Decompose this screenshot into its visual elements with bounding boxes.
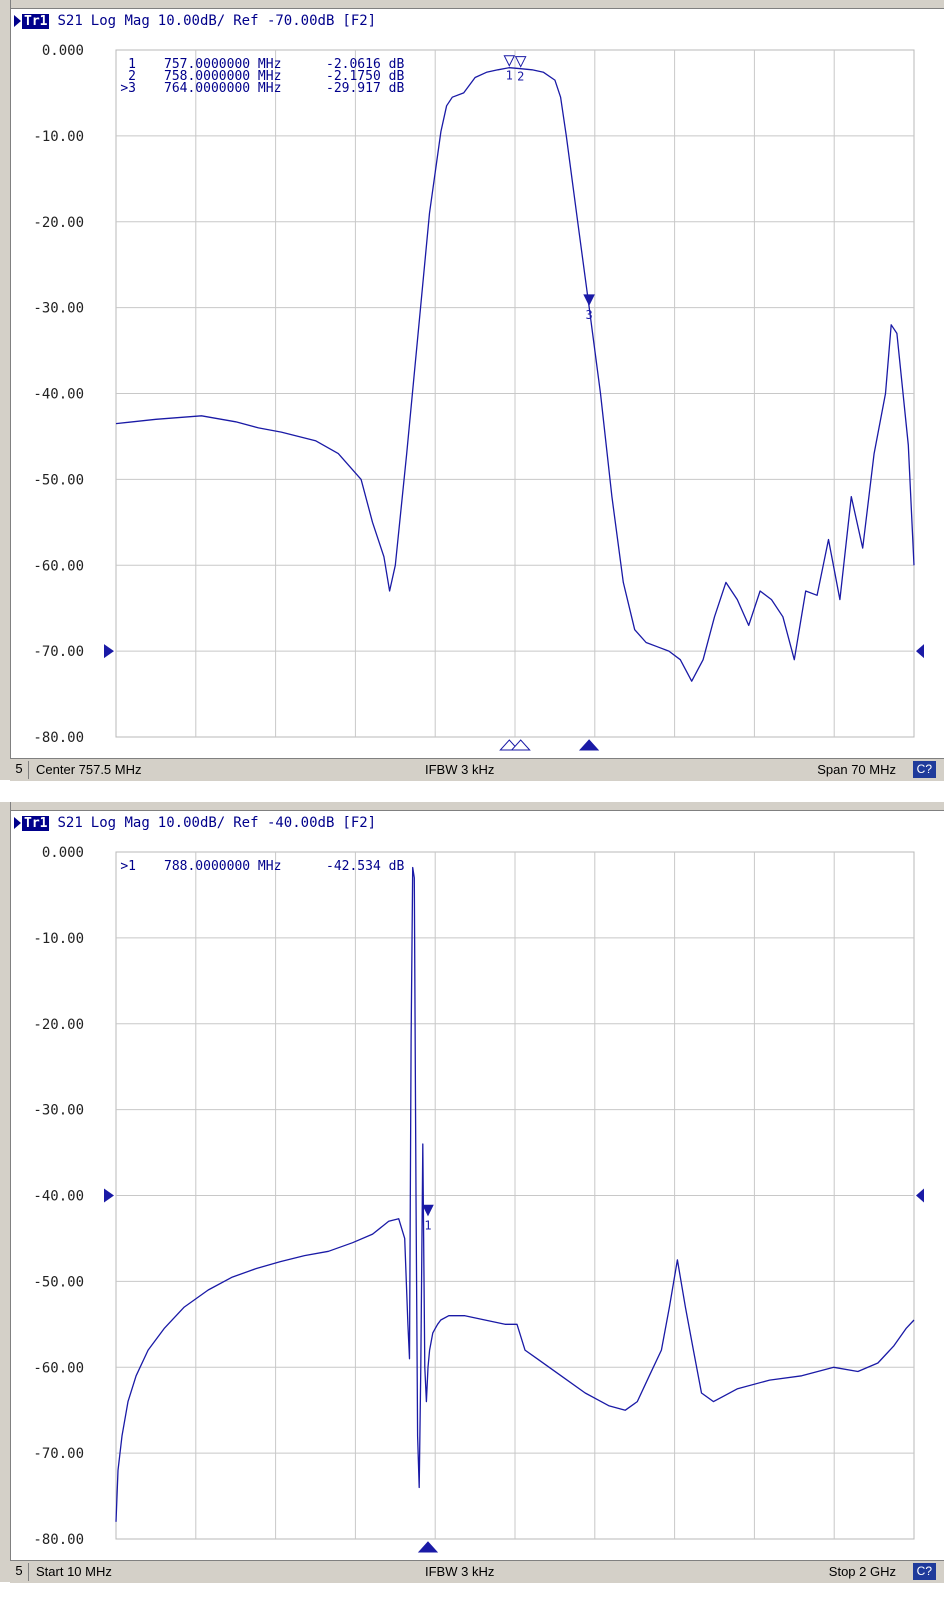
y-tick-label: -60.00 xyxy=(33,1360,84,1376)
y-tick-label: -20.00 xyxy=(33,215,84,231)
trace-parameter[interactable]: S21 xyxy=(57,13,83,29)
panel-top-border xyxy=(0,0,944,9)
s21-plot[interactable]: 0.000 -10.00 -20.00 -30.00 -40.00 -50.00 -60.0… xyxy=(0,802,944,1562)
marker-axis-1-icon xyxy=(417,1541,439,1553)
chart-panel-top: Tr1 S21 Log Mag 10.00dB/ Ref -70.00dB [F… xyxy=(0,0,944,781)
marker-readout-frequency: 758.0000000 MHz xyxy=(164,69,281,84)
y-tick-label: -80.00 xyxy=(33,730,84,746)
y-tick-label: -10.00 xyxy=(33,129,84,145)
marker-axis-2-icon xyxy=(510,739,531,751)
status-start-frequency[interactable]: Start 10 MHz xyxy=(36,1564,112,1579)
y-tick-label: -40.00 xyxy=(33,387,84,403)
status-span[interactable]: Span 70 MHz xyxy=(817,762,896,777)
marker-readout-value: -2.0616 dB xyxy=(326,57,404,72)
trace-format[interactable]: Log Mag xyxy=(90,13,150,29)
trace-channel: [F2] xyxy=(342,13,377,29)
marker-readout-value: -29.917 dB xyxy=(326,81,404,96)
y-tick-label: -70.00 xyxy=(33,1446,84,1462)
status-ifbw[interactable]: IFBW 3 kHz xyxy=(425,762,495,777)
chart-panel-bottom: Tr1 S21 Log Mag 10.00dB/ Ref -40.00dB [F… xyxy=(0,802,944,1604)
trace-badge[interactable]: Tr1 xyxy=(22,13,50,29)
marker-1-icon xyxy=(422,1204,434,1217)
marker-2-icon xyxy=(514,56,527,68)
y-tick-label: -50.00 xyxy=(33,1274,84,1290)
trace-arrow-icon xyxy=(14,15,21,27)
trace-scale[interactable]: 10.00dB/ xyxy=(157,815,226,831)
status-stop-frequency[interactable]: Stop 2 GHz xyxy=(828,1564,896,1579)
marker-label: 1 xyxy=(506,69,513,83)
trace-header[interactable]: Tr1 S21 Log Mag 10.00dB/ Ref -40.00dB [F… xyxy=(14,810,384,836)
reference-level-left-icon xyxy=(104,644,114,659)
y-tick-label: 0.000 xyxy=(42,845,84,861)
y-tick-label: -30.00 xyxy=(33,301,84,317)
status-ifbw[interactable]: IFBW 3 kHz xyxy=(425,1564,495,1579)
y-tick-label: -20.00 xyxy=(33,1017,84,1033)
y-tick-label: -30.00 xyxy=(33,1103,84,1119)
y-tick-label: 0.000 xyxy=(42,43,84,59)
y-tick-label: -70.00 xyxy=(33,644,84,660)
marker-readout-value: -2.1750 dB xyxy=(326,69,404,84)
panel-left-border xyxy=(0,0,11,780)
marker-3-icon xyxy=(583,294,595,307)
marker-label: 3 xyxy=(585,308,592,322)
s21-plot[interactable]: 0.000 -10.00 -20.00 -30.00 -40.00 -50.00 -60.0… xyxy=(0,0,944,760)
trace-badge[interactable]: Tr1 xyxy=(22,815,50,831)
marker-readout-id: >1 xyxy=(120,859,136,874)
marker-readout-id: 2 xyxy=(128,69,136,84)
status-channel-number: 5 xyxy=(10,1563,29,1581)
y-tick-label: -40.00 xyxy=(33,1189,84,1205)
y-tick-label: -60.00 xyxy=(33,558,84,574)
marker-readout-frequency: 757.0000000 MHz xyxy=(164,57,281,72)
reference-level-right-icon xyxy=(916,644,924,659)
status-bar: 5 Start 10 MHz IFBW 3 kHz Stop 2 GHz C? xyxy=(10,1560,944,1583)
y-tick-label: -10.00 xyxy=(33,931,84,947)
marker-label: 1 xyxy=(424,1218,431,1232)
s21-trace-line xyxy=(115,866,915,1522)
status-calibration-badge[interactable]: C? xyxy=(912,1563,936,1580)
reference-level-right-icon xyxy=(916,1188,924,1203)
reference-level-left-icon xyxy=(104,1188,114,1203)
marker-readout-id: 1 xyxy=(128,57,136,72)
y-tick-label: -80.00 xyxy=(33,1532,84,1548)
trace-reference[interactable]: Ref -40.00dB xyxy=(233,815,335,831)
y-tick-label: -50.00 xyxy=(33,472,84,488)
status-center-frequency[interactable]: Center 757.5 MHz xyxy=(36,762,142,777)
panel-left-border xyxy=(0,802,11,1582)
status-calibration-badge[interactable]: C? xyxy=(912,761,936,778)
trace-reference[interactable]: Ref -70.00dB xyxy=(233,13,335,29)
trace-header[interactable]: Tr1 S21 Log Mag 10.00dB/ Ref -70.00dB [F… xyxy=(14,8,384,34)
trace-channel: [F2] xyxy=(342,815,377,831)
status-channel-number: 5 xyxy=(10,761,29,779)
s21-trace-line xyxy=(115,67,915,682)
marker-readout-id: >3 xyxy=(120,81,136,96)
marker-1-icon xyxy=(503,55,516,67)
panel-top-border xyxy=(0,802,944,811)
marker-readout-frequency: 764.0000000 MHz xyxy=(164,81,281,96)
trace-format[interactable]: Log Mag xyxy=(90,815,150,831)
marker-readout-value: -42.534 dB xyxy=(326,859,404,874)
trace-parameter[interactable]: S21 xyxy=(57,815,83,831)
marker-label: 2 xyxy=(517,70,524,84)
marker-axis-3-icon xyxy=(578,739,600,751)
trace-arrow-icon xyxy=(14,817,21,829)
trace-scale[interactable]: 10.00dB/ xyxy=(157,13,226,29)
marker-readout-frequency: 788.0000000 MHz xyxy=(164,859,281,874)
status-bar: 5 Center 757.5 MHz IFBW 3 kHz Span 70 MH… xyxy=(10,758,944,781)
